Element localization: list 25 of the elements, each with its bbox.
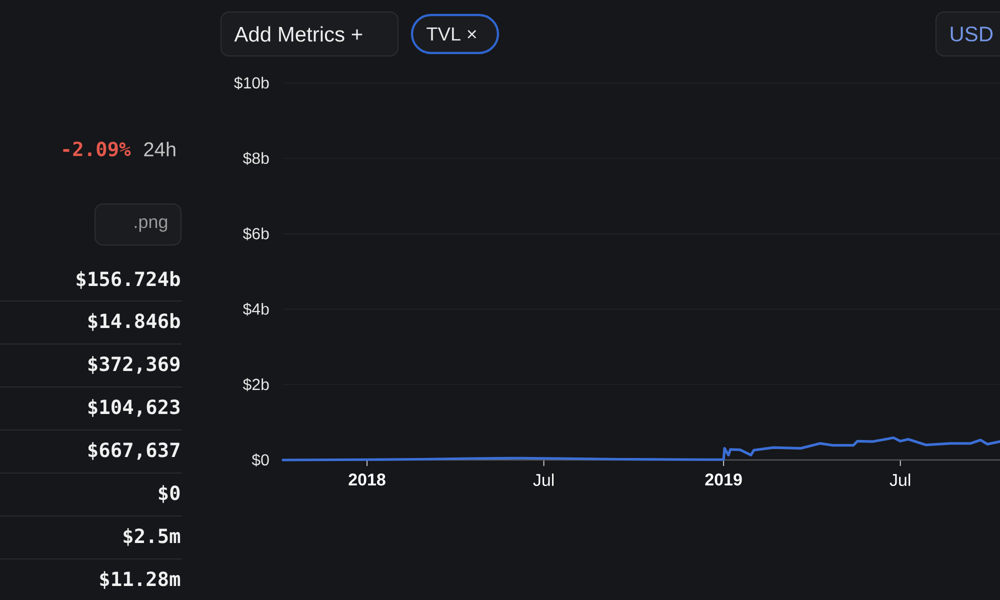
y-tick-label: $8b <box>242 152 269 165</box>
text: USD <box>950 26 993 42</box>
text: $11.28m <box>100 571 180 589</box>
text: $372,369 <box>88 356 180 374</box>
text: TVL × <box>426 27 476 41</box>
y-tick-label: $6b <box>242 227 269 240</box>
text: 24h <box>144 142 176 156</box>
x-tick-label: Jul <box>890 474 910 486</box>
x-tick-label: Jul <box>533 474 554 486</box>
text: -2.09% <box>63 142 131 156</box>
y-tick-label: $4b <box>242 302 269 316</box>
text: $14.846b <box>88 313 180 331</box>
text: $667,637 <box>88 442 180 460</box>
text: $2.5m <box>124 528 180 546</box>
text: Add Metrics + <box>234 26 362 42</box>
text: $0 <box>158 485 180 503</box>
x-tick-label: 2018 <box>348 474 386 486</box>
text: $156.724b <box>76 271 180 289</box>
text: $104,623 <box>88 399 180 417</box>
line-series <box>282 436 1000 462</box>
y-tick-label: $10b <box>234 76 269 90</box>
x-tick-label: 2019 <box>705 474 742 486</box>
y-tick-label: $0 <box>252 454 269 466</box>
y-tick-label: $2b <box>242 378 269 392</box>
text: .png <box>134 218 168 232</box>
